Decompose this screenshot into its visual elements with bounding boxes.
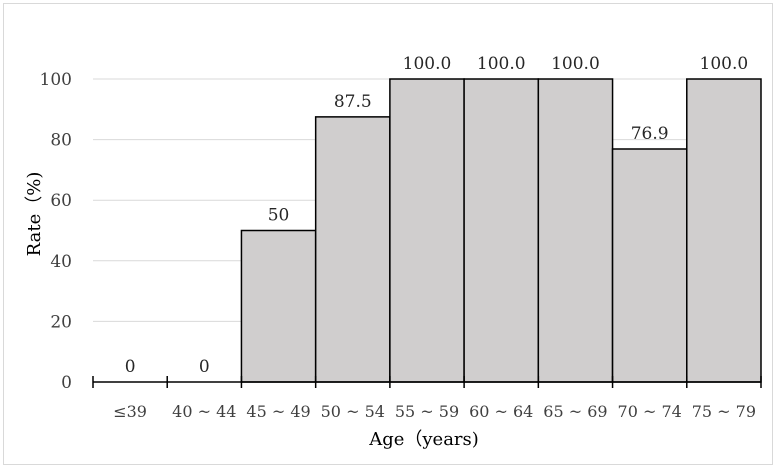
bar: [240, 229, 317, 383]
bar: [314, 116, 391, 383]
data-label: 100.0: [551, 54, 600, 74]
data-label: 100.0: [403, 54, 452, 74]
y-tick-label: 0: [61, 373, 72, 393]
x-tick-label: 40 ~ 44: [172, 402, 236, 421]
y-axis-title: Rate（%): [24, 172, 45, 257]
bar: [463, 78, 540, 383]
x-tick-label: ≤39: [113, 402, 147, 421]
data-label: 50: [268, 206, 290, 226]
x-tick-label: 70 ~ 74: [618, 402, 682, 421]
y-tick-label: 40: [50, 252, 72, 272]
data-label: 76.9: [631, 124, 669, 144]
data-label: 0: [125, 357, 136, 377]
data-label: 100.0: [477, 54, 526, 74]
data-label: 87.5: [334, 92, 372, 112]
x-tick-label: 55 ~ 59: [395, 402, 459, 421]
x-axis: [92, 376, 762, 388]
x-axis-tick-labels: ≤39 40 ~ 44 45 ~ 49 50 ~ 54 55 ~ 59 60 ~ 64 65…: [113, 402, 756, 421]
data-label: 0: [199, 357, 210, 377]
y-tick-label: 60: [50, 191, 72, 211]
y-axis-ticks: 0 20 40 60 80 100: [40, 70, 72, 393]
data-labels: 0 0 50 87.5 100.0 100.0 100.0 76.9 100.0: [125, 54, 749, 377]
x-tick-label: 75 ~ 79: [692, 402, 756, 421]
y-tick-label: 20: [50, 312, 72, 332]
x-axis-title: Age（years): [368, 429, 479, 450]
y-tick-label: 80: [50, 131, 72, 151]
bars: [240, 78, 762, 383]
x-tick-label: 65 ~ 69: [543, 402, 607, 421]
data-label: 100.0: [700, 54, 749, 74]
y-tick-label: 100: [40, 70, 72, 90]
x-tick-label: 50 ~ 54: [321, 402, 385, 421]
bar: [686, 78, 762, 383]
x-tick-label: 60 ~ 64: [469, 402, 533, 421]
bar: [611, 148, 688, 383]
bar: [389, 78, 465, 383]
x-tick-label: 45 ~ 49: [246, 402, 310, 421]
bar: [537, 78, 614, 383]
